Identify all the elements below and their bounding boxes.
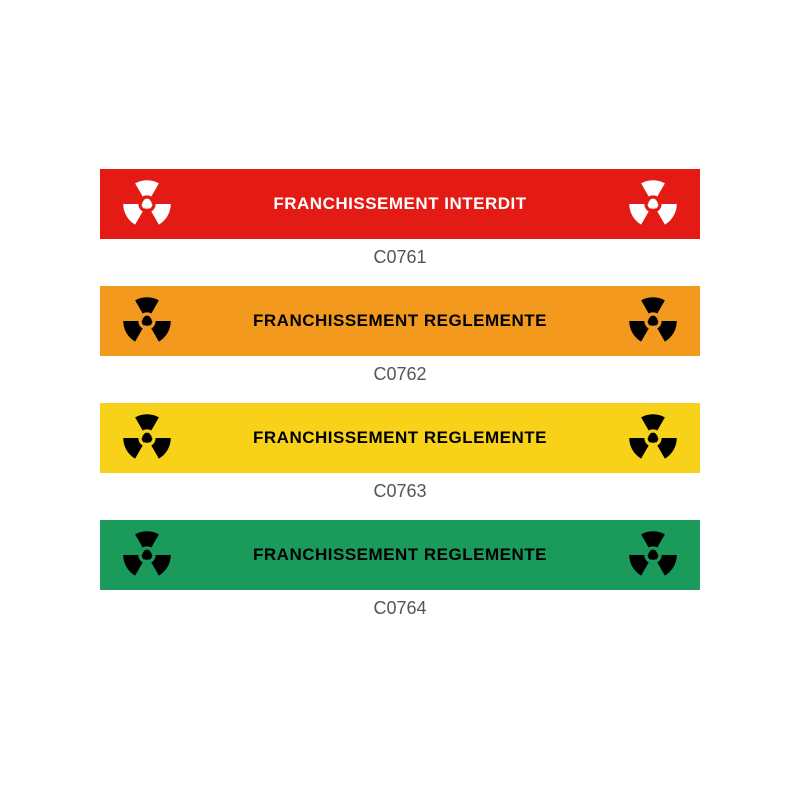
signage-band: FRANCHISSEMENT INTERDIT bbox=[100, 169, 700, 239]
radiation-icon bbox=[120, 177, 174, 231]
radiation-icon-svg bbox=[120, 528, 174, 582]
signage-list: FRANCHISSEMENT INTERDIT C0761 bbox=[100, 169, 700, 631]
radiation-icon bbox=[626, 177, 680, 231]
band-code: C0761 bbox=[373, 247, 426, 268]
radiation-icon bbox=[626, 294, 680, 348]
radiation-icon-svg bbox=[120, 411, 174, 465]
band-label: FRANCHISSEMENT REGLEMENTE bbox=[174, 545, 626, 565]
radiation-icon bbox=[626, 528, 680, 582]
radiation-icon-svg bbox=[626, 177, 680, 231]
radiation-icon bbox=[626, 411, 680, 465]
radiation-icon bbox=[120, 528, 174, 582]
signage-band: FRANCHISSEMENT REGLEMENTE bbox=[100, 286, 700, 356]
radiation-icon-svg bbox=[626, 528, 680, 582]
radiation-icon-svg bbox=[626, 411, 680, 465]
band-code: C0762 bbox=[373, 364, 426, 385]
band-label: FRANCHISSEMENT REGLEMENTE bbox=[174, 428, 626, 448]
band-code: C0764 bbox=[373, 598, 426, 619]
radiation-icon bbox=[120, 411, 174, 465]
radiation-icon bbox=[120, 294, 174, 348]
signage-band: FRANCHISSEMENT REGLEMENTE bbox=[100, 520, 700, 590]
signage-band: FRANCHISSEMENT REGLEMENTE bbox=[100, 403, 700, 473]
band-label: FRANCHISSEMENT REGLEMENTE bbox=[174, 311, 626, 331]
radiation-icon-svg bbox=[120, 177, 174, 231]
band-code: C0763 bbox=[373, 481, 426, 502]
radiation-icon-svg bbox=[626, 294, 680, 348]
radiation-icon-svg bbox=[120, 294, 174, 348]
band-label: FRANCHISSEMENT INTERDIT bbox=[174, 194, 626, 214]
